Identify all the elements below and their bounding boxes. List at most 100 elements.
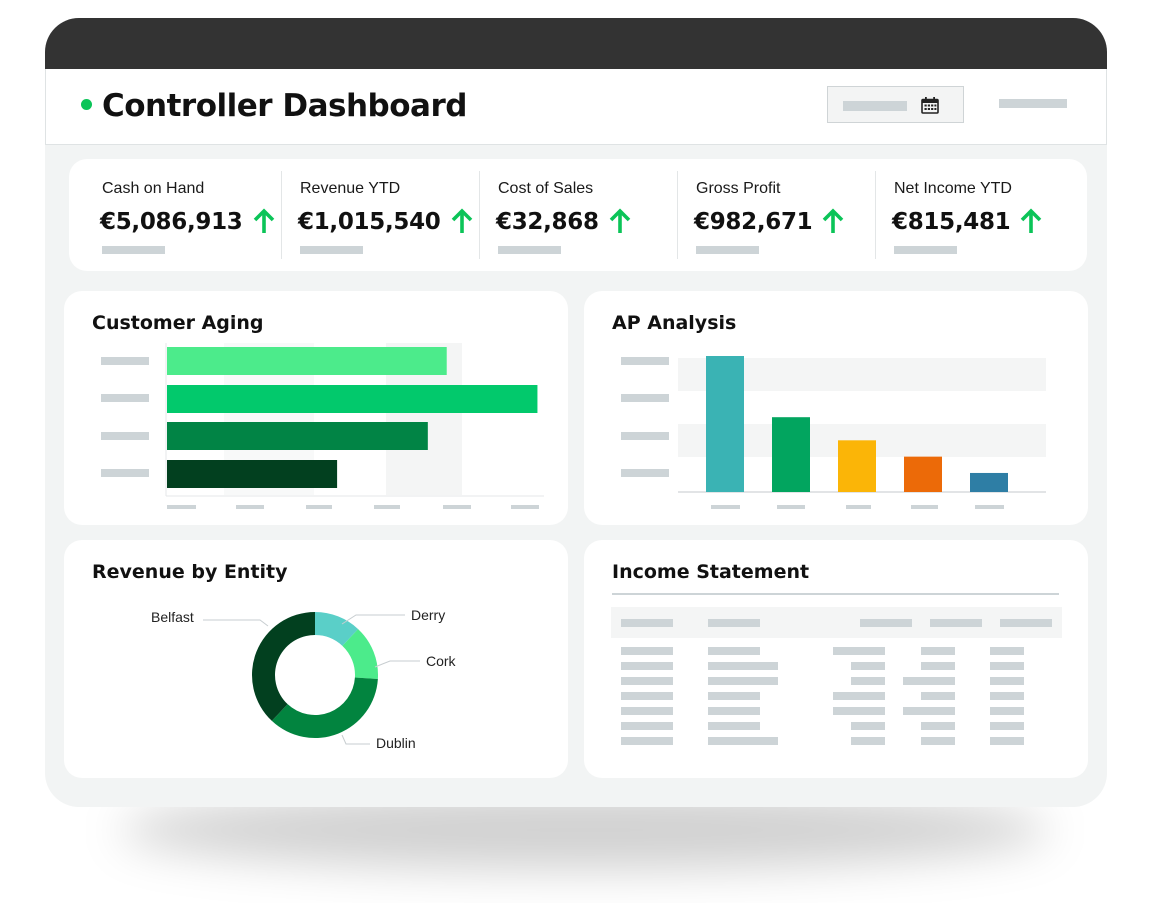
table-row [584, 737, 1088, 745]
calendar-icon[interactable] [921, 97, 939, 114]
x-axis-placeholders [711, 505, 1004, 509]
donut-slice-dublin[interactable] [271, 677, 378, 738]
revenue-donut-chart: Derry Cork Dublin Belfast [151, 607, 457, 751]
table-cell-placeholder [921, 662, 955, 670]
kpi-divider [677, 171, 678, 259]
table-cell-placeholder [621, 692, 673, 700]
table-cell-placeholder [708, 722, 760, 730]
x-axis-placeholders [167, 505, 539, 509]
leader-lines [203, 614, 420, 745]
donut-label-dublin: Dublin [376, 735, 416, 751]
arrow-up-icon [609, 208, 630, 233]
donut-label-cork: Cork [426, 653, 457, 669]
status-dot [81, 99, 92, 110]
kpi-placeholder [498, 246, 561, 254]
ap-bar-4[interactable] [904, 456, 942, 492]
table-cell-placeholder [621, 647, 673, 655]
table-cell-placeholder [903, 677, 955, 685]
table-cell-placeholder [708, 647, 760, 655]
kpi-divider [479, 171, 480, 259]
title-underline [612, 593, 1059, 595]
table-cell-placeholder [833, 692, 885, 700]
table-row [584, 647, 1088, 655]
table-cell-placeholder [921, 722, 955, 730]
table-body [584, 540, 1088, 778]
ap-bar-1[interactable] [706, 356, 744, 492]
arrow-up-icon [451, 208, 472, 233]
table-cell-placeholder [708, 737, 778, 745]
kpi-value: €1,015,540 [298, 208, 473, 235]
panel-title: Income Statement [612, 561, 810, 583]
kpi-label: Cash on Hand [102, 180, 205, 197]
table-cell-placeholder [921, 692, 955, 700]
table-cell-placeholder [621, 737, 673, 745]
panel-title: Revenue by Entity [92, 561, 288, 583]
y-axis-placeholders [621, 357, 669, 477]
window-titlebar [45, 18, 1107, 69]
customer-aging-chart [101, 343, 544, 509]
kpi-divider [281, 171, 282, 259]
kpi-value: €982,671 [694, 208, 844, 235]
table-cell-placeholder [851, 677, 885, 685]
table-cell-placeholder [833, 647, 885, 655]
table-row [584, 677, 1088, 685]
table-cell-placeholder [621, 707, 673, 715]
table-cell-placeholder [990, 677, 1024, 685]
table-row [584, 692, 1088, 700]
ap-analysis-panel: AP Analysis [584, 291, 1088, 525]
kpi-value: €5,086,913 [100, 208, 275, 235]
table-cell-placeholder [921, 737, 955, 745]
arrow-up-icon [1021, 208, 1042, 233]
revenue-by-entity-panel: Revenue by Entity Derry Cork Dublin Belf… [64, 540, 568, 778]
table-cell-placeholder [833, 707, 885, 715]
donut-slice-belfast[interactable] [252, 612, 315, 721]
table-header-row [611, 607, 1062, 638]
y-axis-placeholders [101, 357, 149, 477]
kpi-placeholder [696, 246, 759, 254]
kpi-value: €32,868 [496, 208, 631, 235]
table-cell-placeholder [851, 662, 885, 670]
date-picker[interactable] [827, 86, 964, 123]
panel-title: AP Analysis [612, 312, 737, 334]
table-cell-placeholder [708, 692, 760, 700]
kpi-strip: Cash on Hand €5,086,913 Revenue YTD €1,0… [69, 159, 1087, 271]
page-title: Controller Dashboard [102, 88, 467, 124]
ap-bar-3[interactable] [838, 440, 876, 492]
arrow-up-icon [823, 208, 844, 233]
donut-label-derry: Derry [411, 607, 445, 623]
table-cell-placeholder [621, 722, 673, 730]
table-cell-placeholder [990, 737, 1024, 745]
aging-bar-1[interactable] [167, 347, 447, 375]
kpi-label: Cost of Sales [498, 180, 594, 197]
table-row [584, 707, 1088, 715]
date-picker-placeholder [843, 101, 907, 111]
table-cell-placeholder [990, 707, 1024, 715]
table-cell-placeholder [903, 707, 955, 715]
donut-slice-derry[interactable] [315, 612, 359, 646]
dashboard-window: Controller Dashboard Cash on Hand €5,086… [45, 18, 1107, 807]
table-cell-placeholder [708, 677, 778, 685]
aging-bar-3[interactable] [167, 422, 428, 450]
header-placeholder-link[interactable] [999, 99, 1067, 108]
table-cell-placeholder [621, 677, 673, 685]
table-cell-placeholder [990, 692, 1024, 700]
table-cell-placeholder [990, 662, 1024, 670]
income-statement-panel: Income Statement [584, 540, 1088, 778]
table-cell-placeholder [921, 647, 955, 655]
kpi-label: Gross Profit [696, 180, 781, 197]
aging-bar-4[interactable] [167, 460, 338, 488]
ap-analysis-chart [621, 356, 1046, 509]
aging-bar-2[interactable] [167, 385, 538, 413]
donut-label-belfast: Belfast [151, 609, 194, 625]
kpi-label: Revenue YTD [300, 180, 401, 197]
kpi-placeholder [300, 246, 363, 254]
kpi-value: €815,481 [892, 208, 1042, 235]
customer-aging-panel: Customer Aging [64, 291, 568, 525]
donut-slice-cork[interactable] [342, 629, 378, 679]
kpi-placeholder [894, 246, 957, 254]
panel-title: Customer Aging [92, 312, 264, 334]
ap-bar-5[interactable] [970, 472, 1008, 492]
kpi-label: Net Income YTD [894, 180, 1012, 197]
table-cell-placeholder [708, 707, 760, 715]
ap-bar-2[interactable] [772, 417, 810, 492]
